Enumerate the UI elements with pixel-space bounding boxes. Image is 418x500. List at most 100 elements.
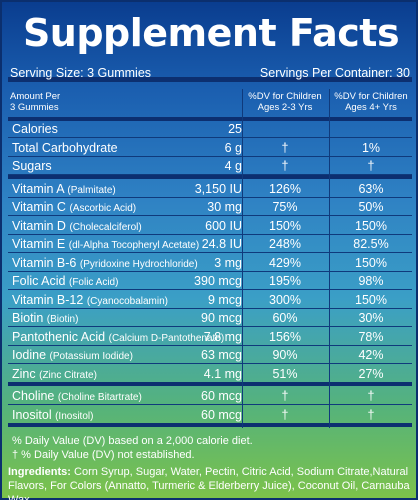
dv-ages-4plus: †: [367, 159, 375, 173]
nutrient-name-main: Vitamin B-6: [12, 255, 77, 270]
nutrient-source: (Biotin): [46, 314, 79, 325]
header-dv-2-3-line1: %DV for Children: [248, 91, 322, 102]
nutrient-source: (Zinc Citrate): [39, 369, 97, 381]
dv-ages-2-3: 429%: [269, 255, 301, 270]
nutrient-name-main: Inositol: [12, 407, 52, 422]
dv-ages-2-3: 51%: [272, 366, 298, 381]
nutrient-name: Pantothenic Acid (Calcium D-Pantothenate…: [12, 328, 224, 348]
nutrient-name-main: Vitamin C: [12, 200, 66, 214]
dv-ages-4plus: 63%: [358, 181, 384, 196]
nutrient-name-main: Calories: [12, 122, 58, 136]
nutrient-name: Biotin (Biotin): [12, 309, 78, 329]
nutrient-name-main: Pantothenic Acid: [12, 329, 106, 344]
nutrient-name-main: Zinc: [12, 366, 36, 381]
dv-ages-2-3: †: [281, 407, 289, 422]
nutrient-name-main: Folic Acid: [12, 274, 66, 288]
dv-ages-2-3: 300%: [269, 292, 301, 307]
nutrient-name-main: Vitamin D: [12, 218, 66, 233]
nutrient-amount: 25: [228, 122, 242, 136]
nutrient-amount: 4 g: [224, 159, 242, 173]
dv-ages-2-3: †: [281, 140, 289, 155]
nutrient-name: Vitamin B-6 (Pyridoxine Hydrochloride): [12, 254, 198, 274]
footnote-dv-basis: % Daily Value (DV) based on a 2,000 calo…: [12, 435, 253, 447]
dv-ages-2-3: 150%: [269, 218, 301, 233]
panel-title: Supplement Facts: [22, 11, 400, 55]
nutrient-amount: 3 mg: [214, 255, 242, 270]
nutrient-amount: 3,150 IU: [194, 181, 242, 196]
nutrient-name: Total Carbohydrate: [12, 139, 118, 157]
nutrient-name: Choline (Choline Bitartrate): [12, 387, 142, 407]
separator-bar: [8, 174, 412, 179]
nutrient-row: Sugars 4 g † †: [8, 157, 412, 175]
dv-ages-4plus: 30%: [358, 311, 384, 325]
nutrient-amount: 600 IU: [205, 218, 242, 233]
dv-ages-4plus: 27%: [358, 366, 384, 381]
header-dv-2-3-line2: Ages 2-3 Yrs: [257, 102, 313, 113]
nutrient-row: Vitamin D (Cholecalciferol) 600 IU 150% 150…: [8, 217, 412, 235]
nutrient-row: Calories 25: [8, 120, 412, 138]
dv-ages-4plus: 42%: [358, 348, 384, 362]
nutrient-amount: 7.8 mg: [203, 329, 242, 344]
nutrient-row: Vitamin B-6 (Pyridoxine Hydrochloride) 3 …: [8, 254, 412, 272]
nutrient-name-main: Iodine: [12, 348, 47, 362]
dv-ages-2-3: 126%: [269, 181, 301, 196]
dv-ages-4plus: 150%: [355, 255, 387, 270]
separator-bar: [8, 423, 412, 427]
column-divider: [329, 89, 330, 428]
nutrient-row: Inositol (Inositol) 60 mcg † †: [8, 406, 412, 424]
dv-ages-4plus: †: [367, 389, 375, 403]
dv-ages-2-3: 156%: [269, 329, 301, 344]
nutrient-amount: 60 mcg: [201, 407, 242, 422]
nutrient-name: Folic Acid (Folic Acid): [12, 272, 118, 292]
dv-ages-4plus: 1%: [361, 140, 381, 155]
nutrient-name-main: Total Carbohydrate: [12, 140, 118, 155]
header-dv-4plus-line1: %DV for Children: [334, 91, 408, 102]
nutrient-name: Vitamin D (Cholecalciferol): [12, 217, 142, 237]
nutrient-source: (Folic Acid): [68, 277, 119, 288]
dv-ages-4plus: 50%: [358, 200, 384, 214]
column-divider: [242, 89, 243, 428]
nutrient-row: Total Carbohydrate 6 g † 1%: [8, 139, 412, 157]
nutrient-source: (Cyanocobalamin): [86, 295, 168, 307]
ingredients-text: Corn Syrup, Sugar, Water, Pectin, Citric…: [8, 466, 410, 500]
nutrient-source: (Calcium D-Pantothenate): [108, 332, 225, 344]
ingredients-label: Ingredients:: [8, 466, 71, 478]
nutrient-name: Vitamin C (Ascorbic Acid): [12, 198, 136, 218]
serving-size: Serving Size: 3 Gummies: [10, 66, 152, 80]
nutrient-row: Vitamin C (Ascorbic Acid) 30 mg 75% 50%: [8, 198, 412, 216]
nutrient-source: (Palmitate): [67, 184, 116, 196]
nutrient-name: Zinc (Zinc Citrate): [12, 365, 97, 385]
nutrient-source: (dl-Alpha Tocopheryl Acetate): [68, 240, 200, 251]
ingredients: Ingredients: Corn Syrup, Sugar, Water, P…: [8, 465, 412, 500]
nutrient-source: (Ascorbic Acid): [69, 203, 137, 214]
dv-ages-2-3: 75%: [272, 200, 298, 214]
header-amount-per: Amount Per: [10, 91, 61, 102]
nutrient-amount: 30 mg: [207, 200, 242, 214]
dv-ages-4plus: 150%: [355, 218, 387, 233]
nutrient-name-main: Vitamin E: [12, 237, 66, 251]
header-dv-2-3: %DV for Children Ages 2-3 Yrs: [242, 91, 328, 113]
nutrient-row: Folic Acid (Folic Acid) 390 mcg 195% 98%: [8, 272, 412, 290]
dv-ages-4plus: 82.5%: [353, 237, 389, 251]
nutrient-name: Vitamin E (dl-Alpha Tocopheryl Acetate): [12, 235, 199, 255]
nutrient-amount: 390 mcg: [194, 274, 242, 288]
nutrient-name-main: Sugars: [12, 159, 52, 173]
dv-ages-2-3: 195%: [269, 274, 301, 288]
nutrient-row: Biotin (Biotin) 90 mcg 60% 30%: [8, 309, 412, 327]
header-amount: Amount Per 3 Gummies: [10, 91, 130, 113]
nutrient-name: Vitamin A (Palmitate): [12, 180, 116, 200]
dv-ages-4plus: 98%: [358, 274, 384, 288]
nutrient-name: Inositol (Inositol): [12, 406, 93, 426]
nutrient-name-main: Choline: [12, 389, 55, 403]
dv-ages-2-3: †: [281, 389, 289, 403]
nutrient-name-main: Vitamin B-12: [12, 292, 84, 307]
nutrient-row: Iodine (Potassium Iodide) 63 mcg 90% 42%: [8, 346, 412, 364]
nutrient-amount: 90 mcg: [201, 311, 242, 325]
serving-info: Serving Size: 3 Gummies Servings Per Con…: [8, 64, 412, 82]
nutrient-row: Vitamin A (Palmitate) 3,150 IU 126% 63%: [8, 180, 412, 198]
nutrient-row: Vitamin E (dl-Alpha Tocopheryl Acetate) 2…: [8, 235, 412, 253]
footnotes: % Daily Value (DV) based on a 2,000 calo…: [12, 434, 412, 462]
dv-ages-2-3: 60%: [272, 311, 298, 325]
nutrient-name-main: Biotin: [12, 311, 44, 325]
